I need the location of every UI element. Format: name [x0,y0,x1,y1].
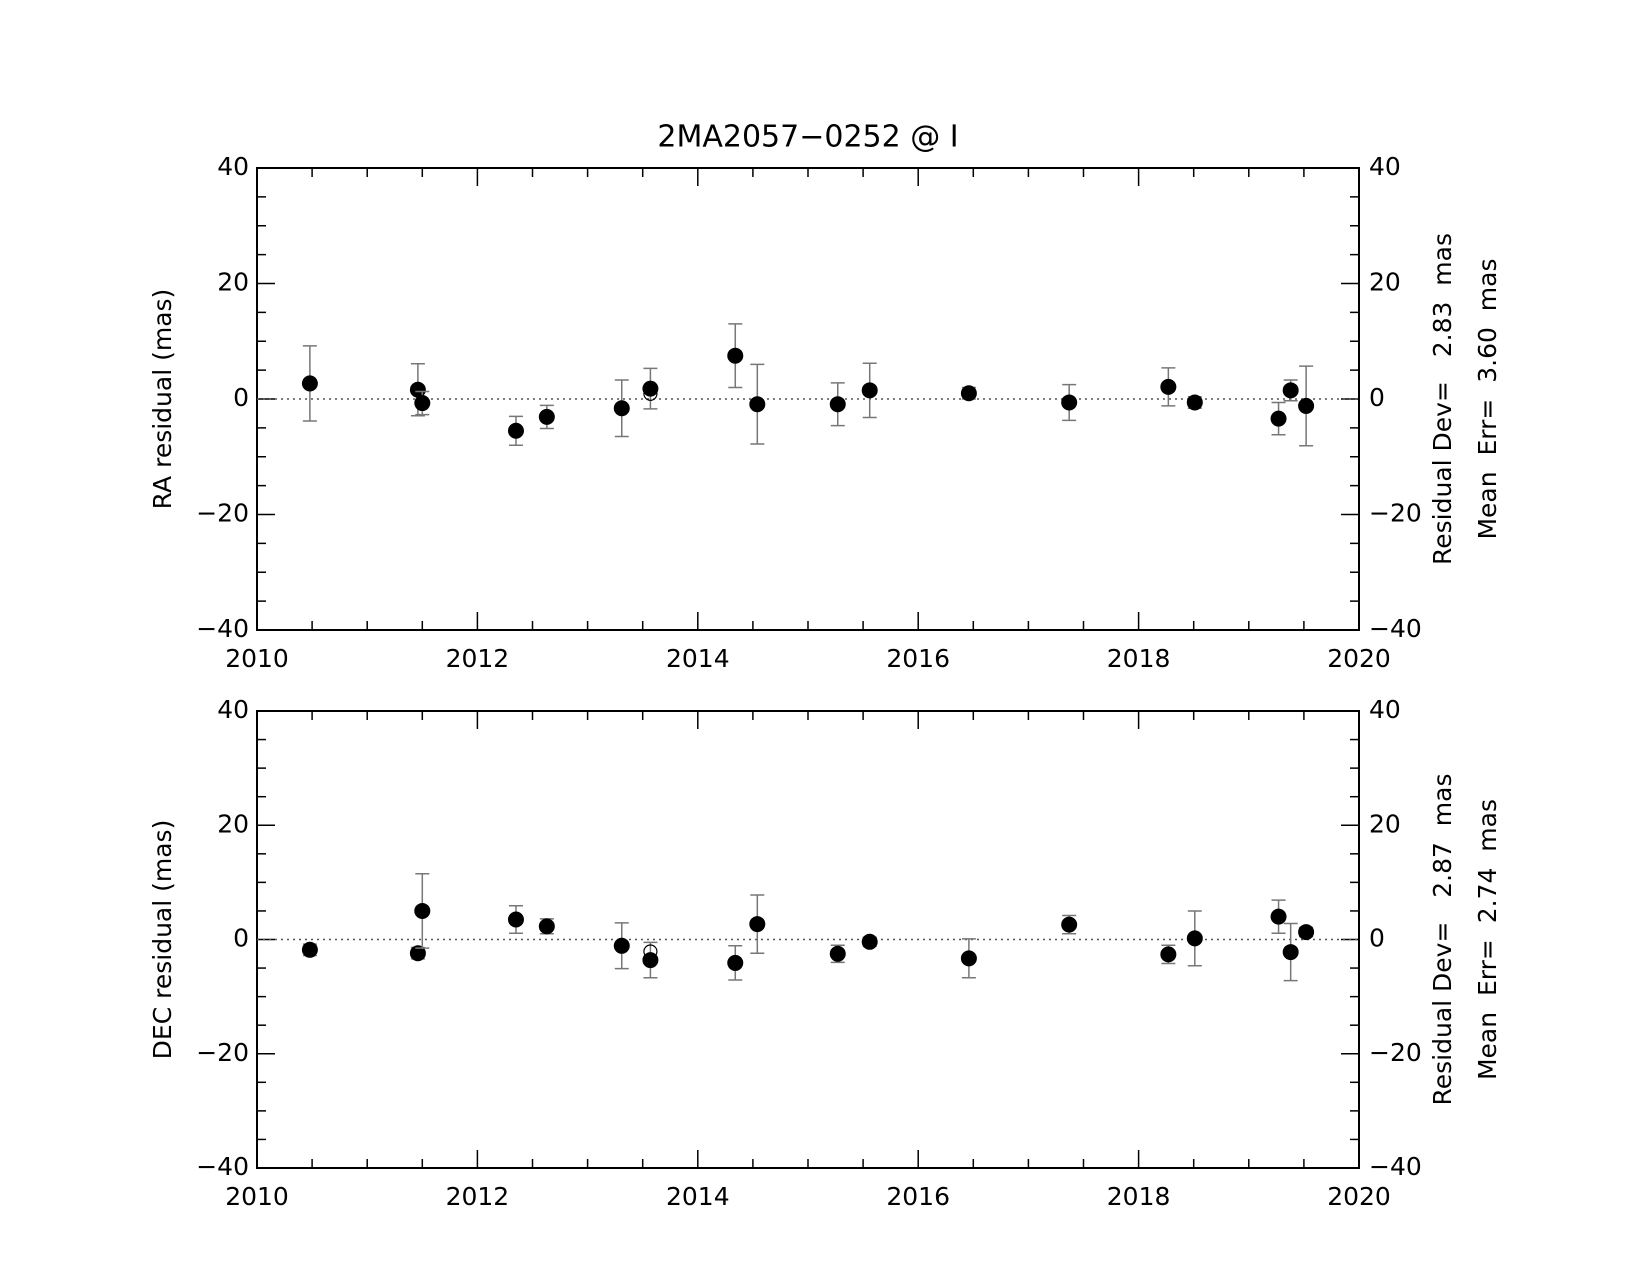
data-point [1186,394,1203,411]
x-tick-label: 2018 [1107,1182,1171,1211]
data-point [829,396,846,413]
data-point [1270,410,1287,427]
y2-tick-label: −20 [1369,1038,1422,1067]
data-point [1282,944,1299,961]
data-point [1282,382,1299,399]
data-point [642,380,659,397]
y2-tick-label: 40 [1369,695,1401,724]
data-point [861,933,878,950]
x-tick-label: 2010 [225,644,289,673]
data-point [1160,946,1177,963]
data-point [1270,908,1287,925]
data-point [1160,378,1177,395]
annotation: Mean Err= 2.74 mas [1473,799,1502,1080]
y2-tick-label: 0 [1369,383,1385,412]
x-tick-label: 2012 [446,644,510,673]
data-point [301,375,318,392]
y-tick-label: −40 [196,614,249,643]
data-point [1186,930,1203,947]
y-tick-label: 20 [217,809,249,838]
data-point [643,386,658,401]
y2-tick-label: 40 [1369,152,1401,181]
data-point [613,400,630,417]
data-point [613,937,630,954]
data-point [414,902,431,919]
y-tick-label: 40 [217,695,249,724]
chart-title: 2MA2057−0252 @ I [657,120,958,155]
data-point [1298,397,1315,414]
y2-tick-label: 20 [1369,809,1401,838]
y-tick-label: 0 [233,383,249,412]
data-point [1298,924,1315,941]
data-point [1061,394,1078,411]
y2-tick-label: 0 [1369,924,1385,953]
y2-tick-label: −40 [1369,1152,1422,1181]
y-axis-label: DEC residual (mas) [148,820,177,1060]
data-point [749,396,766,413]
x-tick-label: 2020 [1327,644,1391,673]
data-point [507,422,524,439]
x-tick-label: 2016 [886,644,950,673]
data-point [861,382,878,399]
x-tick-label: 2010 [225,1182,289,1211]
data-point [749,916,766,933]
y-tick-label: −20 [196,499,249,528]
data-point [727,954,744,971]
x-tick-label: 2018 [1107,644,1171,673]
data-point [301,941,318,958]
x-tick-label: 2020 [1327,1182,1391,1211]
data-point [538,408,555,425]
y2-tick-label: 20 [1369,268,1401,297]
annotation: Residual Dev= 2.83 mas [1428,233,1457,565]
y2-tick-label: −20 [1369,499,1422,528]
data-point [507,911,524,928]
y-tick-label: −40 [196,1152,249,1181]
y-tick-label: −20 [196,1038,249,1067]
data-point [1061,916,1078,933]
y-axis-label: RA residual (mas) [148,289,177,510]
data-point [829,945,846,962]
data-point [727,347,744,364]
y-tick-label: 40 [217,152,249,181]
annotation: Mean Err= 3.60 mas [1473,258,1502,539]
data-point [960,950,977,967]
x-tick-label: 2012 [446,1182,510,1211]
data-point [414,395,431,412]
data-point [409,381,426,398]
y-tick-label: 0 [233,924,249,953]
y2-tick-label: −40 [1369,614,1422,643]
annotation: Residual Dev= 2.87 mas [1428,774,1457,1106]
data-point [538,918,555,935]
data-point [643,944,658,959]
x-tick-label: 2014 [666,644,730,673]
x-tick-label: 2016 [886,1182,950,1211]
y-tick-label: 20 [217,268,249,297]
x-tick-label: 2014 [666,1182,730,1211]
data-point [409,945,426,962]
data-point [960,385,977,402]
